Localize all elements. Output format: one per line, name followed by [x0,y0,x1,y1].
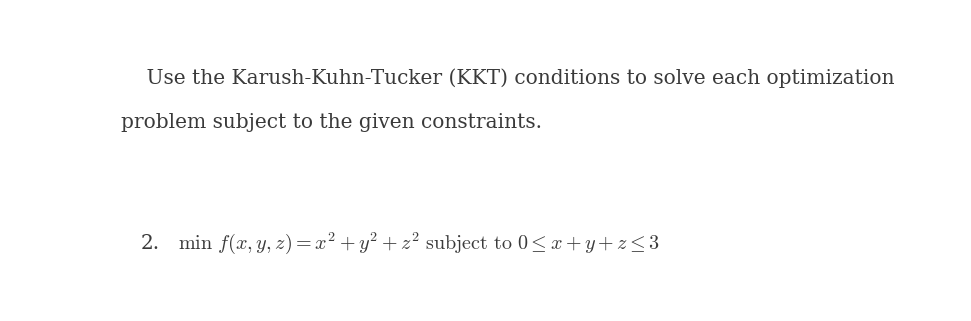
Text: $\mathrm{min}\ f(x, y, z) = x^2 + y^2 + z^2$$\ \mathrm{subject\ to}\ 0 \leq x + : $\mathrm{min}\ f(x, y, z) = x^2 + y^2 + … [178,231,660,256]
Text: Use the Karush-Kuhn-Tucker (KKT) conditions to solve each optimization: Use the Karush-Kuhn-Tucker (KKT) conditi… [121,68,895,88]
Text: 2.: 2. [140,234,159,253]
Text: problem subject to the given constraints.: problem subject to the given constraints… [121,113,543,132]
